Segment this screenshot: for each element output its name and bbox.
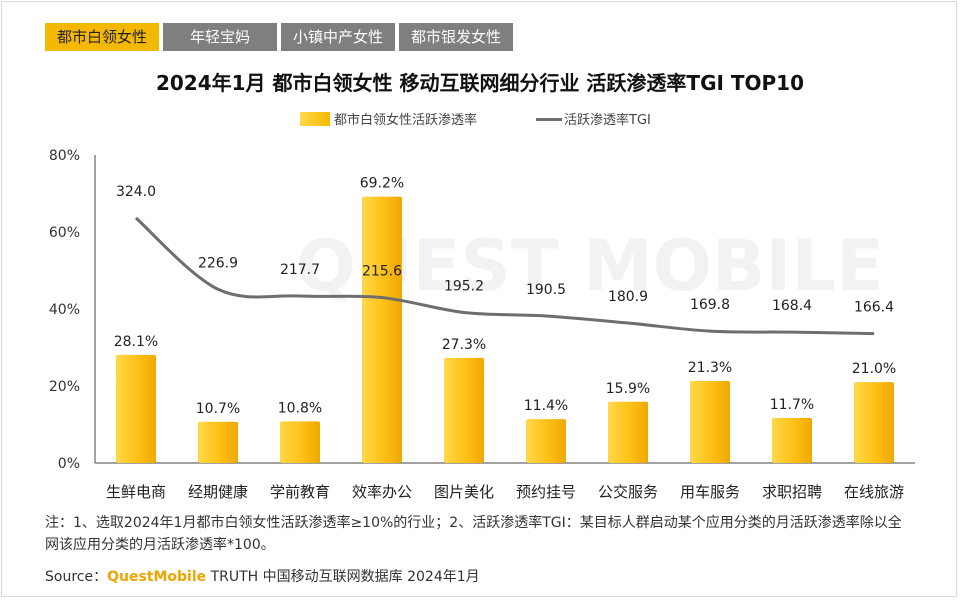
- source-line: Source：QuestMobile TRUTH 中国移动互联网数据库 2024…: [45, 566, 480, 586]
- x-tick-label: 效率办公: [352, 483, 412, 501]
- bar: [526, 419, 566, 463]
- x-tick-label: 学前教育: [270, 483, 330, 501]
- bar: [362, 196, 402, 463]
- tgi-point: [791, 331, 793, 333]
- legend-bar-swatch: [300, 112, 330, 126]
- tab-urban-silver-haired-women[interactable]: 都市银发女性: [399, 23, 513, 51]
- y-tick-label: 60%: [49, 225, 80, 241]
- tgi-value-label: 166.4: [854, 300, 894, 316]
- legend-bar-label: 都市白领女性活跃渗透率: [334, 113, 478, 128]
- bar: [198, 421, 238, 463]
- tab-small-town-middle-class-women[interactable]: 小镇中产女性: [281, 23, 395, 51]
- bar-value-label: 10.8%: [278, 400, 322, 416]
- x-tick-label: 在线旅游: [844, 483, 904, 501]
- tgi-value-label: 217.7: [280, 262, 320, 278]
- bar: [690, 380, 730, 463]
- x-tick-label: 求职招聘: [762, 483, 822, 501]
- chart-title: 2024年1月 都市白领女性 移动互联网细分行业 活跃渗透率TGI TOP10: [155, 71, 805, 95]
- bar-value-label: 11.4%: [524, 398, 568, 414]
- tgi-point: [217, 288, 219, 290]
- tgi-point: [381, 297, 383, 299]
- bar-value-label: 27.3%: [442, 337, 486, 353]
- tgi-value-label: 169.8: [690, 297, 730, 313]
- y-tick-label: 20%: [49, 379, 80, 395]
- tgi-value-label: 215.6: [362, 264, 402, 280]
- tgi-line: [135, 216, 875, 336]
- bar-value-label: 15.9%: [606, 381, 650, 397]
- tgi-value-label: 324.0: [116, 184, 156, 200]
- bar-value-label: 28.1%: [114, 334, 158, 350]
- legend-line-swatch: [536, 118, 562, 121]
- x-tick-label: 图片美化: [434, 483, 494, 501]
- bar-value-label: 21.3%: [688, 360, 732, 376]
- source-prefix: Source：: [45, 569, 108, 585]
- tgi-point: [627, 322, 629, 324]
- bar-value-label: 10.7%: [196, 401, 240, 417]
- bar-value-label: 11.7%: [770, 397, 814, 413]
- bar: [280, 421, 320, 463]
- tab-urban-white-collar-women[interactable]: 都市白领女性: [45, 23, 159, 51]
- tgi-value-label: 168.4: [772, 298, 812, 314]
- source-rest: TRUTH 中国移动互联网数据库 2024年1月: [206, 569, 480, 585]
- bar: [116, 354, 156, 463]
- legend-line-label: 活跃渗透率TGI: [564, 113, 651, 128]
- tgi-point: [873, 333, 875, 335]
- x-tick-label: 公交服务: [598, 483, 658, 501]
- bar: [608, 401, 648, 463]
- source-brand: QuestMobile: [107, 569, 207, 585]
- footnote: 注：1、选取2024年1月都市白领女性活跃渗透率≥10%的行业；2、活跃渗透率T…: [45, 515, 902, 553]
- tgi-value-label: 195.2: [444, 279, 484, 295]
- y-tick-label: 40%: [49, 302, 80, 318]
- tgi-point: [709, 330, 711, 332]
- tgi-point: [135, 217, 137, 219]
- bar-value-label: 69.2%: [360, 176, 404, 192]
- y-tick-label: 80%: [49, 148, 80, 164]
- bar: [854, 382, 894, 463]
- y-tick-label: 0%: [58, 456, 80, 472]
- bar: [444, 357, 484, 463]
- segment-tabs: 都市白领女性 年轻宝妈 小镇中产女性 都市银发女性: [45, 23, 513, 51]
- x-tick-label: 用车服务: [680, 483, 740, 501]
- tgi-point: [463, 312, 465, 314]
- bar: [772, 417, 812, 463]
- tgi-point: [299, 295, 301, 297]
- bar-value-label: 21.0%: [852, 361, 896, 377]
- tgi-point: [545, 315, 547, 317]
- tgi-value-label: 180.9: [608, 289, 648, 305]
- tgi-value-label: 190.5: [526, 282, 566, 298]
- x-tick-label: 经期健康: [188, 483, 248, 501]
- x-tick-label: 预约挂号: [516, 483, 576, 501]
- x-tick-label: 生鲜电商: [106, 483, 166, 501]
- tgi-value-label: 226.9: [198, 255, 238, 271]
- tab-young-mothers[interactable]: 年轻宝妈: [163, 23, 277, 51]
